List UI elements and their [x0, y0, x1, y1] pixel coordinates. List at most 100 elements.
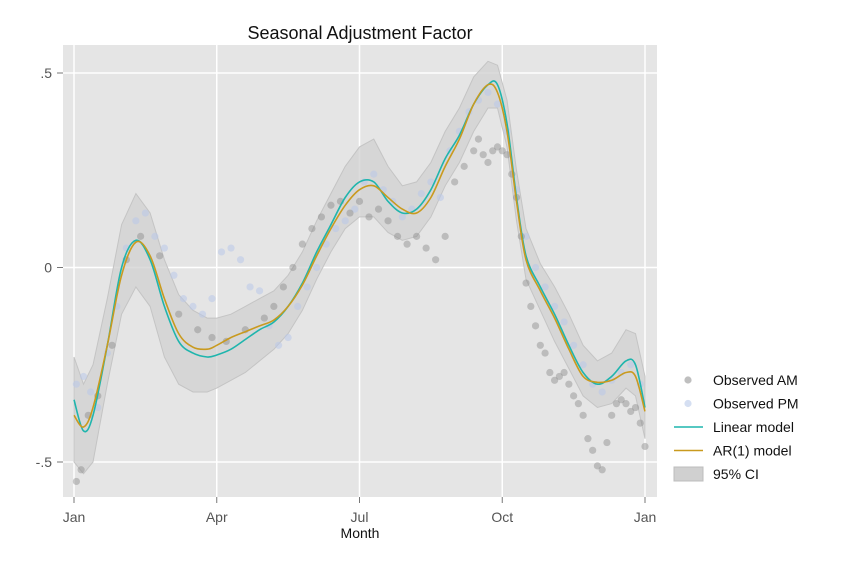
am-point-27 [393, 232, 402, 240]
legend-label-2: Linear model [713, 419, 794, 435]
am-point-56 [570, 392, 578, 400]
am-point-6 [137, 232, 145, 240]
am-point-59 [584, 435, 592, 443]
x-tick-label-4: Jan [634, 509, 657, 525]
am-point-55 [565, 380, 573, 388]
am-point-68 [627, 407, 635, 416]
legend: Observed AM Observed PM Linear model AR(1) … [673, 372, 799, 482]
am-point-7 [156, 252, 164, 260]
pm-point-35 [398, 213, 406, 221]
am-point-18 [308, 225, 316, 233]
pm-point-10 [160, 244, 169, 252]
am-point-33 [451, 178, 459, 186]
am-point-4 [108, 341, 116, 349]
pm-point-45 [493, 100, 502, 108]
am-point-25 [374, 205, 383, 213]
am-point-39 [489, 147, 497, 155]
pm-point-59 [627, 361, 635, 369]
pm-point-39 [436, 193, 444, 202]
pm-point-19 [246, 283, 254, 291]
pm-point-7 [132, 217, 140, 225]
am-point-42 [503, 151, 511, 159]
am-point-58 [579, 411, 587, 419]
am-point-10 [208, 333, 216, 342]
am-point-64 [608, 411, 616, 419]
pm-point-52 [560, 318, 568, 326]
am-point-47 [527, 302, 535, 310]
am-point-62 [598, 466, 606, 474]
am-point-65 [612, 400, 621, 408]
ci-band [73, 60, 646, 475]
am-point-30 [422, 244, 430, 252]
am-point-36 [474, 135, 483, 143]
pm-point-50 [541, 283, 549, 291]
am-point-24 [365, 213, 373, 221]
am-point-63 [603, 438, 611, 447]
legend-pm-symbol [684, 399, 692, 408]
am-point-22 [346, 209, 354, 217]
pm-point-32 [370, 170, 378, 178]
pm-point-37 [417, 189, 425, 198]
am-point-60 [589, 446, 597, 454]
ci-band-layer [73, 60, 646, 475]
am-point-48 [531, 322, 540, 330]
pm-point-26 [313, 263, 321, 272]
pm-point-8 [141, 209, 149, 217]
am-point-26 [384, 217, 392, 225]
x-tick-label-0: Jan [63, 509, 86, 525]
am-point-41 [498, 147, 506, 155]
am-point-57 [574, 400, 582, 408]
x-tick-label-2: Jul [351, 509, 369, 525]
pm-point-30 [351, 205, 359, 213]
pm-point-0 [72, 380, 80, 388]
am-point-54 [560, 368, 568, 377]
am-point-1 [77, 466, 85, 474]
pm-point-2 [87, 388, 95, 396]
x-axis-title: Month [341, 525, 380, 541]
pm-point-56 [598, 388, 606, 396]
am-point-20 [327, 201, 335, 209]
am-point-32 [441, 232, 449, 240]
pm-point-23 [284, 333, 292, 342]
am-point-31 [432, 256, 440, 264]
am-point-13 [260, 314, 268, 322]
pm-point-11 [170, 271, 178, 279]
am-point-69 [631, 403, 640, 412]
pm-point-38 [427, 178, 435, 186]
pm-point-49 [531, 263, 540, 272]
am-point-70 [636, 419, 644, 427]
pm-point-54 [579, 361, 587, 369]
am-point-19 [317, 213, 326, 221]
am-point-35 [470, 147, 478, 155]
x-tick-label-3: Oct [491, 509, 513, 525]
pm-point-9 [151, 232, 159, 240]
pm-point-53 [570, 341, 578, 349]
am-point-37 [479, 151, 487, 159]
am-point-49 [536, 341, 544, 349]
am-point-29 [413, 232, 421, 240]
pm-point-13 [189, 302, 197, 310]
pm-point-18 [236, 256, 245, 264]
pm-point-28 [332, 225, 340, 233]
ar1-model-line [73, 83, 646, 428]
am-point-0 [72, 477, 80, 486]
am-point-52 [550, 376, 559, 384]
am-point-53 [555, 372, 563, 381]
pm-point-12 [179, 295, 188, 303]
x-axis-ticks: Jan Apr Jul Oct Jan [63, 497, 657, 525]
legend-ci-symbol [673, 466, 704, 482]
y-axis-ticks: -.5 0 .5 [36, 65, 63, 470]
y-tick-label-1: 0 [44, 260, 52, 276]
am-point-40 [493, 143, 502, 151]
pm-point-17 [227, 244, 235, 252]
am-point-38 [484, 158, 492, 167]
x-tick-label-1: Apr [206, 509, 228, 525]
am-point-66 [617, 396, 625, 404]
legend-label-4: 95% CI [713, 466, 759, 482]
am-point-23 [355, 197, 364, 205]
model-lines-layer [73, 80, 646, 433]
chart-title: Seasonal Adjustment Factor [247, 23, 472, 43]
am-point-46 [522, 279, 530, 287]
pm-point-29 [341, 217, 349, 225]
pm-point-44 [484, 88, 492, 97]
